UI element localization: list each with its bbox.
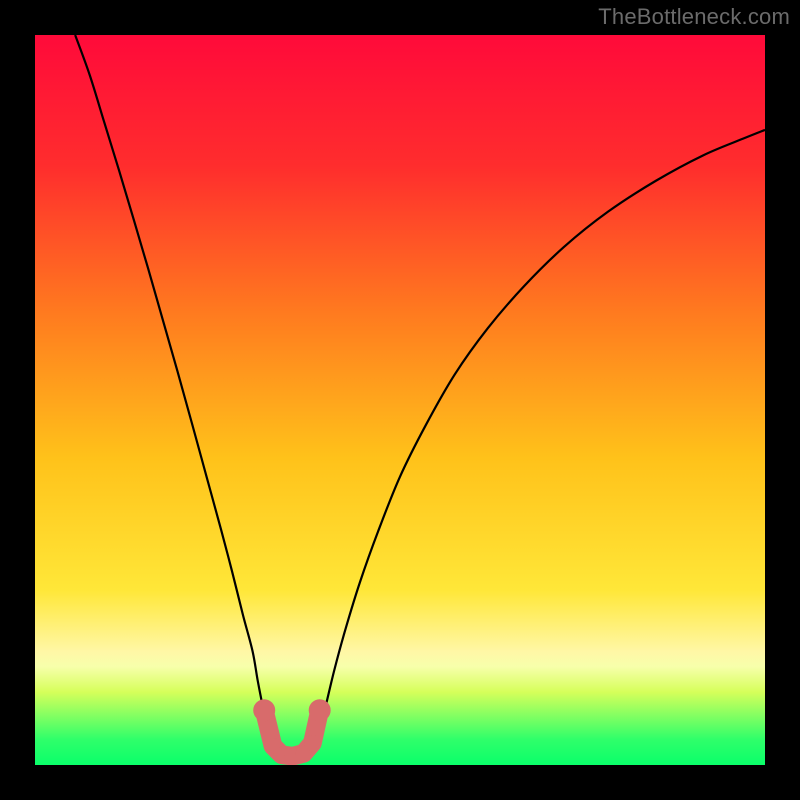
attribution-text: TheBottleneck.com [598,4,790,30]
curve-layer [35,35,765,765]
chart-canvas: TheBottleneck.com [0,0,800,800]
trough-markers [253,699,330,764]
plot-area [35,35,765,765]
bottleneck-curve [75,35,765,755]
